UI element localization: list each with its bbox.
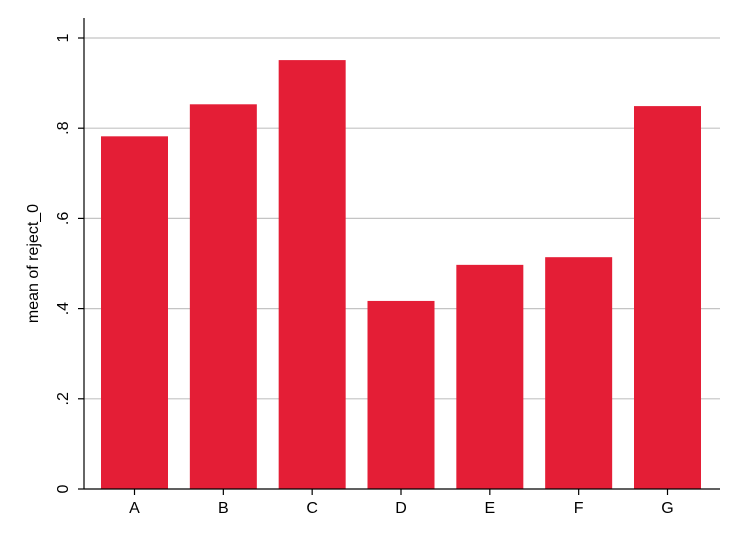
y-tick-label: .6 <box>55 212 72 225</box>
x-tick-label: A <box>129 500 140 517</box>
axes <box>83 18 720 490</box>
y-tick-label: 1 <box>55 33 72 42</box>
bar-d <box>367 300 435 489</box>
bar-f <box>545 257 613 489</box>
y-tick-label: .2 <box>55 392 72 405</box>
bar-c <box>278 60 346 489</box>
y-tick-label: 0 <box>55 484 72 493</box>
y-ticks: 0 .2 .4 .6 .8 1 <box>55 33 84 493</box>
y-tick-label: .4 <box>55 302 72 315</box>
bar-b <box>189 104 257 489</box>
x-tick-label: D <box>395 500 407 517</box>
bar-e <box>456 264 524 489</box>
bars <box>101 60 701 489</box>
x-tick-label: G <box>661 500 673 517</box>
y-axis-label: mean of reject_0 <box>25 204 42 323</box>
x-tick-label: C <box>306 500 318 517</box>
x-tick-label: F <box>574 500 584 517</box>
y-tick-label: .8 <box>55 121 72 134</box>
x-tick-label: E <box>484 500 495 517</box>
x-ticks: A B C D E F G <box>129 489 674 517</box>
bar-a <box>101 136 168 489</box>
bar-g <box>634 106 701 489</box>
x-tick-label: B <box>218 500 229 517</box>
